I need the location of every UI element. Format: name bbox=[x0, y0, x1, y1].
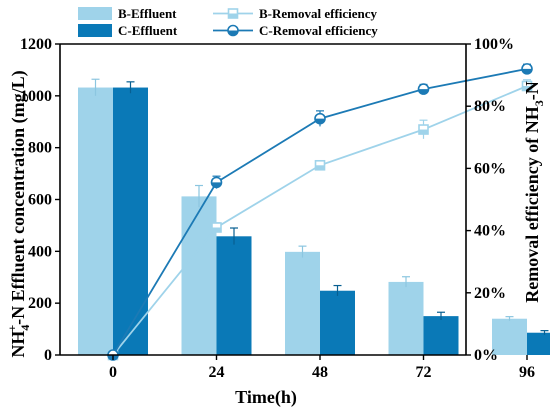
legend-label-3: C-Removal efficiency bbox=[259, 23, 378, 38]
y-left-tick-label-6: 1200 bbox=[20, 36, 52, 53]
y-right-tick-label-1: 20% bbox=[474, 285, 506, 302]
y-right-title-prefix: Removal efficiency of NH bbox=[522, 106, 542, 302]
marker-square-fill-3 bbox=[419, 129, 428, 135]
y-right-tick-label-3: 60% bbox=[474, 160, 506, 177]
marker-circle-fill-2 bbox=[315, 118, 325, 124]
y-right-tick-label-5: 100% bbox=[474, 36, 514, 53]
legend-label-0: B-Effluent bbox=[118, 6, 177, 21]
y-right-tick-label-4: 80% bbox=[474, 98, 506, 115]
legend-marker-fill-2 bbox=[228, 13, 238, 18]
bar-c-effluent-4 bbox=[527, 332, 550, 355]
legend-swatch-0 bbox=[78, 7, 112, 20]
y-axis-left-title: NH4+-N Effluent concentration (mg/L) bbox=[5, 70, 32, 357]
legend-swatch-1 bbox=[78, 24, 112, 37]
bar-b-effluent-3 bbox=[388, 281, 424, 355]
marker-circle-fill-1 bbox=[211, 182, 222, 188]
bar-b-effluent-1 bbox=[181, 196, 217, 355]
legend-label-1: C-Effluent bbox=[118, 23, 178, 38]
y-left-title-prefix: NH bbox=[8, 331, 28, 358]
legend-marker-fill-3 bbox=[228, 30, 238, 36]
bar-b-effluent-4 bbox=[492, 318, 527, 355]
y-axis-right-title: Removal efficiency of NH3-N bbox=[522, 81, 546, 302]
y-left-tick-label-1: 200 bbox=[28, 295, 52, 312]
x-tick-label-1: 24 bbox=[209, 364, 225, 381]
y-left-tick-label-0: 0 bbox=[44, 347, 52, 364]
marker-square-fill-2 bbox=[315, 165, 325, 170]
bar-c-effluent-0 bbox=[113, 87, 148, 355]
bar-c-effluent-1 bbox=[216, 236, 252, 355]
lines-layer bbox=[107, 63, 533, 361]
x-tick-label-2: 48 bbox=[312, 364, 328, 381]
y-right-title-suffix: -N bbox=[522, 81, 542, 100]
y-right-title-sub: 3 bbox=[532, 100, 546, 106]
y-left-tick-label-3: 600 bbox=[28, 192, 52, 209]
y-right-tick-label-2: 40% bbox=[474, 223, 506, 240]
x-axis-title: Time(h) bbox=[235, 387, 297, 408]
bar-b-effluent-2 bbox=[285, 251, 320, 355]
x-tick-label-0: 0 bbox=[109, 364, 117, 381]
marker-square-fill-1 bbox=[212, 227, 221, 232]
marker-circle-fill-3 bbox=[418, 89, 429, 95]
bars-layer bbox=[78, 78, 550, 355]
bar-c-effluent-3 bbox=[423, 316, 459, 355]
y-left-title-sub: 4 bbox=[18, 325, 32, 331]
marker-square-fill-4 bbox=[522, 85, 532, 91]
marker-circle-fill-4 bbox=[522, 68, 532, 74]
y-left-tick-label-2: 400 bbox=[28, 243, 52, 260]
x-tick-label-4: 96 bbox=[519, 364, 535, 381]
legend: B-Effluent C-Effluent B-Removal efficiency… bbox=[78, 6, 378, 38]
axes-layer: 0 200 400 600 800 1000 1200 0% 20% 40% 60% 80% 100% 0… bbox=[20, 36, 535, 381]
bar-c-effluent-2 bbox=[320, 290, 355, 355]
legend-label-2: B-Removal efficiency bbox=[259, 6, 378, 21]
x-tick-label-3: 72 bbox=[416, 364, 432, 381]
y-left-tick-label-4: 800 bbox=[28, 140, 52, 157]
y-left-title-sup: + bbox=[5, 325, 19, 332]
bar-b-effluent-0 bbox=[78, 87, 113, 355]
y-left-title-suffix: -N Effluent concentration (mg/L) bbox=[8, 70, 29, 324]
y-right-tick-label-0: 0% bbox=[474, 347, 498, 364]
y-left-tick-label-5: 1000 bbox=[20, 88, 52, 105]
